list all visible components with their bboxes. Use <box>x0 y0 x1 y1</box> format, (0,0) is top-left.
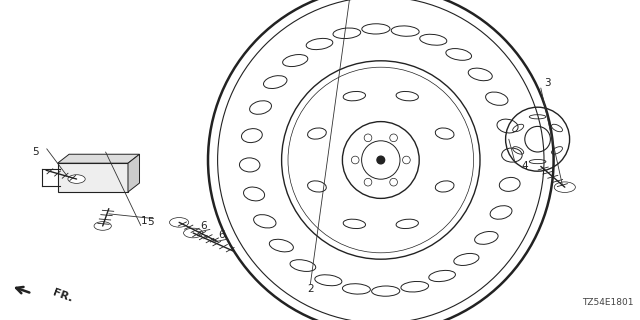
Circle shape <box>170 218 189 227</box>
Ellipse shape <box>377 156 385 164</box>
Circle shape <box>554 182 575 192</box>
Text: 1: 1 <box>141 216 147 226</box>
Text: 6: 6 <box>200 220 207 231</box>
Text: 5: 5 <box>32 147 38 157</box>
Text: 3: 3 <box>544 78 550 88</box>
Text: 6: 6 <box>218 230 225 240</box>
Text: FR.: FR. <box>51 287 74 304</box>
Circle shape <box>184 228 203 238</box>
Polygon shape <box>58 154 140 163</box>
Circle shape <box>94 222 111 230</box>
Text: TZ54E1801: TZ54E1801 <box>582 298 634 307</box>
Text: 5: 5 <box>147 217 154 228</box>
Text: 4: 4 <box>522 161 528 172</box>
Polygon shape <box>128 154 140 192</box>
Circle shape <box>68 175 85 183</box>
FancyBboxPatch shape <box>58 163 128 192</box>
Text: 2: 2 <box>307 284 314 294</box>
